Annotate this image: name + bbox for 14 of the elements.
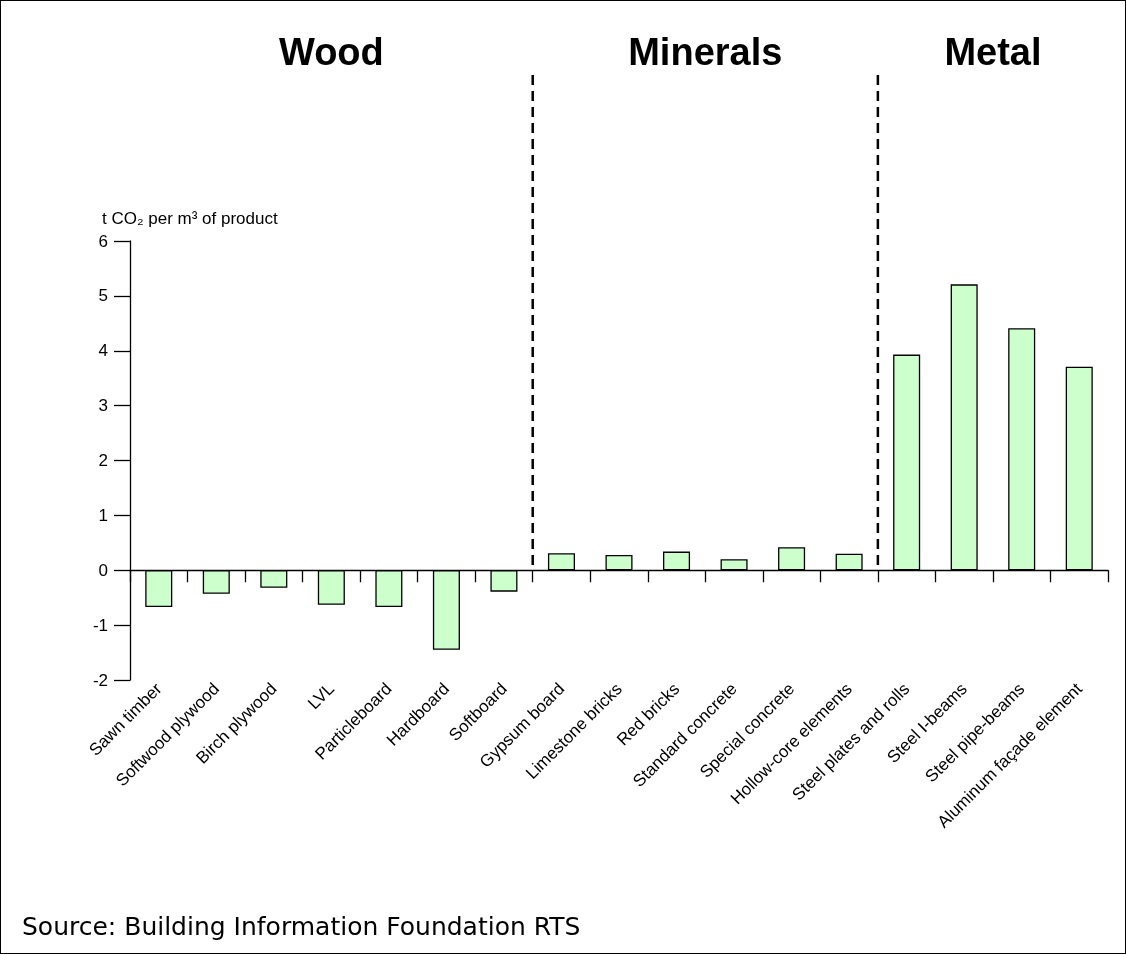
y-tick-label: 5 (98, 286, 108, 306)
text: Wood (278, 31, 384, 73)
y-tick-label: 3 (98, 396, 108, 416)
source-note: Source: Building Information Foundation RTS (22, 911, 581, 941)
y-tick-label: 0 (98, 560, 108, 580)
y-tick-label: -1 (92, 615, 108, 635)
text: Metal (944, 31, 1042, 73)
y-tick-label: -2 (92, 670, 108, 690)
y-tick-label: 1 (98, 505, 108, 525)
y-tick-label: 4 (98, 341, 108, 361)
y-tick-label: 2 (98, 451, 108, 470)
y-axis-title: t CO₂ per m³ of product (102, 209, 278, 228)
y-tick-label: 6 (98, 231, 108, 251)
text: Minerals (628, 31, 783, 73)
